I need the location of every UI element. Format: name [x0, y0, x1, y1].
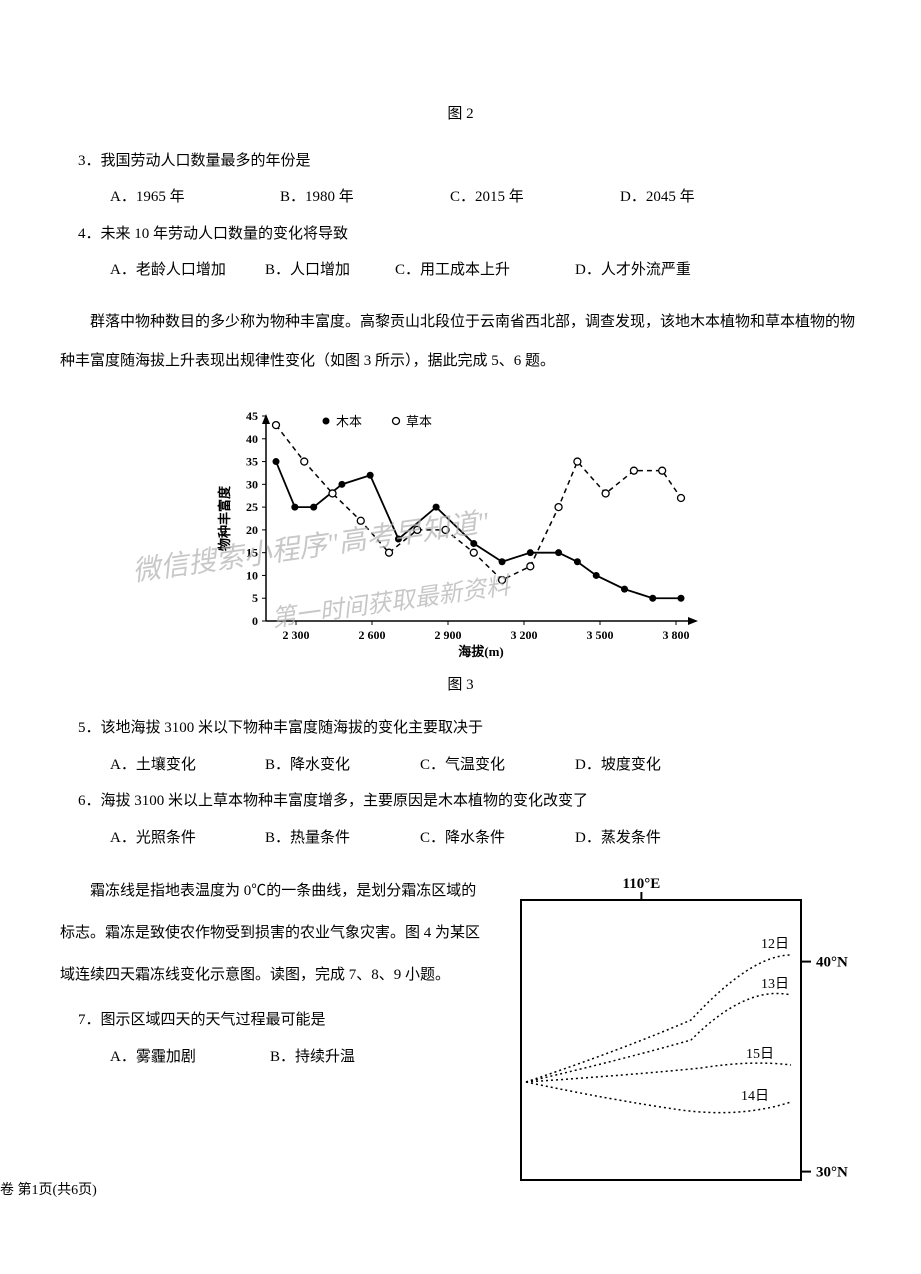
svg-text:15: 15: [246, 545, 258, 559]
q6-opt-b: B．热量条件: [265, 824, 410, 853]
svg-text:10: 10: [246, 568, 258, 582]
q6-opt-a: A．光照条件: [110, 824, 255, 853]
q6-opt-c: C．降水条件: [420, 824, 565, 853]
q5-opt-b: B．降水变化: [265, 751, 410, 780]
svg-text:12日: 12日: [761, 937, 789, 952]
svg-text:40°N: 40°N: [816, 955, 848, 971]
svg-text:草本: 草本: [406, 414, 432, 429]
svg-text:45: 45: [246, 409, 258, 423]
svg-text:30: 30: [246, 477, 258, 491]
svg-text:木本: 木本: [336, 414, 362, 429]
question-7: 7．图示区域四天的天气过程最可能是: [60, 1006, 491, 1035]
q4-options: A．老龄人口增加 B．人口增加 C．用工成本上升 D．人才外流严重: [60, 256, 861, 285]
q3-opt-a: A．1965 年: [110, 183, 270, 212]
svg-text:0: 0: [252, 614, 258, 628]
q5-opt-c: C．气温变化: [420, 751, 565, 780]
svg-text:35: 35: [246, 454, 258, 468]
species-richness-chart: 0 5 10 15 20 25 30 35 40 45 2 300 2 600 2 900 3 200 3 …: [211, 401, 711, 661]
svg-text:3 800: 3 800: [662, 628, 689, 642]
q4-opt-d: D．人才外流严重: [575, 256, 691, 285]
svg-text:5: 5: [252, 591, 258, 605]
svg-text:15日: 15日: [746, 1047, 774, 1062]
q5-opt-a: A．土壤变化: [110, 751, 255, 780]
svg-text:14日: 14日: [741, 1089, 769, 1104]
svg-text:2 600: 2 600: [358, 628, 385, 642]
question-5: 5．该地海拔 3100 米以下物种丰富度随海拔的变化主要取决于: [60, 714, 861, 743]
q5-opt-d: D．坡度变化: [575, 751, 720, 780]
svg-text:30°N: 30°N: [816, 1165, 848, 1181]
figure-2-label: 图 2: [60, 100, 861, 129]
q7-opt-a: A．雾霾加剧: [110, 1043, 260, 1072]
passage-1: 群落中物种数目的多少称为物种丰富度。高黎贡山北段位于云南省西北部，调查发现，该地…: [60, 303, 861, 381]
svg-text:25: 25: [246, 500, 258, 514]
q3-opt-c: C．2015 年: [450, 183, 610, 212]
svg-text:110°E: 110°E: [623, 876, 661, 892]
q3-options: A．1965 年 B．1980 年 C．2015 年 D．2045 年: [60, 183, 861, 212]
svg-text:物种丰富度: 物种丰富度: [217, 485, 232, 551]
figure-3-label: 图 3: [60, 671, 861, 700]
q3-opt-d: D．2045 年: [620, 183, 780, 212]
question-3: 3．我国劳动人口数量最多的年份是: [60, 147, 861, 176]
q5-options: A．土壤变化 B．降水变化 C．气温变化 D．坡度变化: [60, 751, 861, 780]
passage-2: 霜冻线是指地表温度为 0℃的一条曲线，是划分霜冻区域的标志。霜冻是致使农作物受到…: [60, 870, 491, 996]
question-4: 4．未来 10 年劳动人口数量的变化将导致: [60, 220, 861, 249]
svg-text:3 200: 3 200: [510, 628, 537, 642]
q4-opt-a: A．老龄人口增加: [110, 256, 255, 285]
q6-opt-d: D．蒸发条件: [575, 824, 720, 853]
svg-text:20: 20: [246, 522, 258, 536]
q4-opt-c: C．用工成本上升: [395, 256, 565, 285]
question-6: 6．海拔 3100 米以上草本物种丰富度增多，主要原因是木本植物的变化改变了: [60, 787, 861, 816]
q6-options: A．光照条件 B．热量条件 C．降水条件 D．蒸发条件: [60, 824, 861, 853]
q7-opt-b: B．持续升温: [270, 1043, 355, 1072]
svg-text:40: 40: [246, 431, 258, 445]
svg-text:2 900: 2 900: [434, 628, 461, 642]
svg-text:3 500: 3 500: [586, 628, 613, 642]
q3-opt-b: B．1980 年: [280, 183, 440, 212]
q4-opt-b: B．人口增加: [265, 256, 385, 285]
svg-text:2 300: 2 300: [282, 628, 309, 642]
frost-line-map: 110°E 40°N 30°N 12日 13日 15日 14日: [511, 870, 861, 1190]
svg-text:海拔(m): 海拔(m): [458, 644, 504, 659]
svg-text:13日: 13日: [761, 977, 789, 992]
page-footer: 卷 第1页(共6页): [0, 1178, 97, 1205]
q7-options: A．雾霾加剧 B．持续升温: [60, 1043, 491, 1072]
